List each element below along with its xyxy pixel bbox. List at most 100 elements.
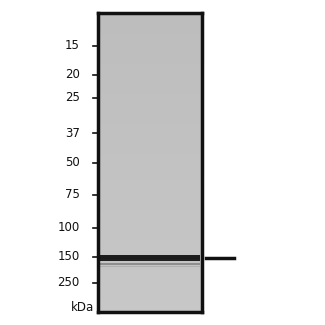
FancyBboxPatch shape (98, 228, 202, 231)
Text: 75: 75 (65, 188, 80, 202)
FancyBboxPatch shape (98, 91, 202, 94)
FancyBboxPatch shape (98, 22, 202, 25)
FancyBboxPatch shape (98, 180, 202, 183)
Text: 37: 37 (65, 127, 80, 140)
FancyBboxPatch shape (98, 172, 202, 175)
FancyBboxPatch shape (98, 64, 202, 67)
FancyBboxPatch shape (98, 115, 202, 118)
FancyBboxPatch shape (98, 231, 202, 234)
FancyBboxPatch shape (98, 25, 202, 28)
FancyBboxPatch shape (98, 43, 202, 46)
Text: 25: 25 (65, 91, 80, 104)
FancyBboxPatch shape (98, 282, 202, 285)
FancyBboxPatch shape (98, 162, 202, 165)
FancyBboxPatch shape (98, 85, 202, 88)
FancyBboxPatch shape (98, 103, 202, 106)
FancyBboxPatch shape (98, 261, 202, 264)
Text: 20: 20 (65, 68, 80, 81)
FancyBboxPatch shape (98, 79, 202, 82)
FancyBboxPatch shape (98, 40, 202, 43)
FancyBboxPatch shape (98, 267, 202, 270)
FancyBboxPatch shape (98, 276, 202, 279)
FancyBboxPatch shape (98, 148, 202, 150)
FancyBboxPatch shape (98, 106, 202, 109)
FancyBboxPatch shape (98, 150, 202, 153)
FancyBboxPatch shape (98, 61, 202, 64)
FancyBboxPatch shape (99, 257, 200, 259)
FancyBboxPatch shape (98, 124, 202, 127)
FancyBboxPatch shape (98, 213, 202, 216)
FancyBboxPatch shape (98, 198, 202, 202)
FancyBboxPatch shape (98, 121, 202, 124)
FancyBboxPatch shape (98, 177, 202, 180)
FancyBboxPatch shape (98, 127, 202, 130)
FancyBboxPatch shape (98, 291, 202, 294)
FancyBboxPatch shape (98, 70, 202, 73)
FancyBboxPatch shape (98, 67, 202, 70)
FancyBboxPatch shape (98, 219, 202, 222)
FancyBboxPatch shape (98, 160, 202, 162)
FancyBboxPatch shape (98, 285, 202, 288)
Text: 100: 100 (58, 221, 80, 234)
FancyBboxPatch shape (98, 243, 202, 246)
FancyBboxPatch shape (98, 153, 202, 157)
FancyBboxPatch shape (99, 255, 200, 257)
FancyBboxPatch shape (98, 175, 202, 177)
FancyBboxPatch shape (98, 13, 202, 16)
FancyBboxPatch shape (98, 195, 202, 198)
FancyBboxPatch shape (98, 49, 202, 52)
FancyBboxPatch shape (98, 138, 202, 142)
FancyBboxPatch shape (98, 52, 202, 55)
FancyBboxPatch shape (98, 297, 202, 300)
FancyBboxPatch shape (99, 255, 200, 261)
FancyBboxPatch shape (98, 279, 202, 282)
FancyBboxPatch shape (98, 207, 202, 210)
FancyBboxPatch shape (98, 187, 202, 189)
FancyBboxPatch shape (98, 309, 202, 312)
FancyBboxPatch shape (98, 225, 202, 228)
FancyBboxPatch shape (98, 202, 202, 204)
FancyBboxPatch shape (98, 183, 202, 187)
FancyBboxPatch shape (98, 192, 202, 195)
FancyBboxPatch shape (98, 204, 202, 207)
FancyBboxPatch shape (98, 82, 202, 85)
Text: 150: 150 (58, 250, 80, 263)
FancyBboxPatch shape (98, 118, 202, 121)
FancyBboxPatch shape (98, 73, 202, 76)
FancyBboxPatch shape (98, 288, 202, 291)
FancyBboxPatch shape (98, 237, 202, 240)
FancyBboxPatch shape (98, 31, 202, 34)
FancyBboxPatch shape (98, 255, 202, 258)
FancyBboxPatch shape (98, 252, 202, 255)
Text: kDa: kDa (71, 301, 95, 314)
FancyBboxPatch shape (98, 109, 202, 112)
FancyBboxPatch shape (98, 234, 202, 237)
FancyBboxPatch shape (98, 249, 202, 252)
FancyBboxPatch shape (98, 157, 202, 160)
FancyBboxPatch shape (98, 303, 202, 306)
FancyBboxPatch shape (98, 19, 202, 22)
FancyBboxPatch shape (98, 264, 202, 267)
FancyBboxPatch shape (98, 97, 202, 100)
FancyBboxPatch shape (98, 240, 202, 243)
FancyBboxPatch shape (98, 306, 202, 309)
FancyBboxPatch shape (98, 136, 202, 138)
FancyBboxPatch shape (98, 165, 202, 168)
FancyBboxPatch shape (99, 266, 200, 267)
FancyBboxPatch shape (98, 270, 202, 273)
FancyBboxPatch shape (98, 88, 202, 91)
FancyBboxPatch shape (98, 34, 202, 37)
FancyBboxPatch shape (98, 258, 202, 261)
FancyBboxPatch shape (98, 94, 202, 97)
FancyBboxPatch shape (98, 46, 202, 49)
FancyBboxPatch shape (98, 130, 202, 133)
Text: 250: 250 (58, 276, 80, 289)
FancyBboxPatch shape (98, 168, 202, 172)
FancyBboxPatch shape (99, 263, 200, 265)
FancyBboxPatch shape (98, 273, 202, 276)
FancyBboxPatch shape (98, 55, 202, 58)
FancyBboxPatch shape (98, 210, 202, 213)
FancyBboxPatch shape (98, 100, 202, 103)
Text: 50: 50 (65, 156, 80, 169)
FancyBboxPatch shape (98, 246, 202, 249)
